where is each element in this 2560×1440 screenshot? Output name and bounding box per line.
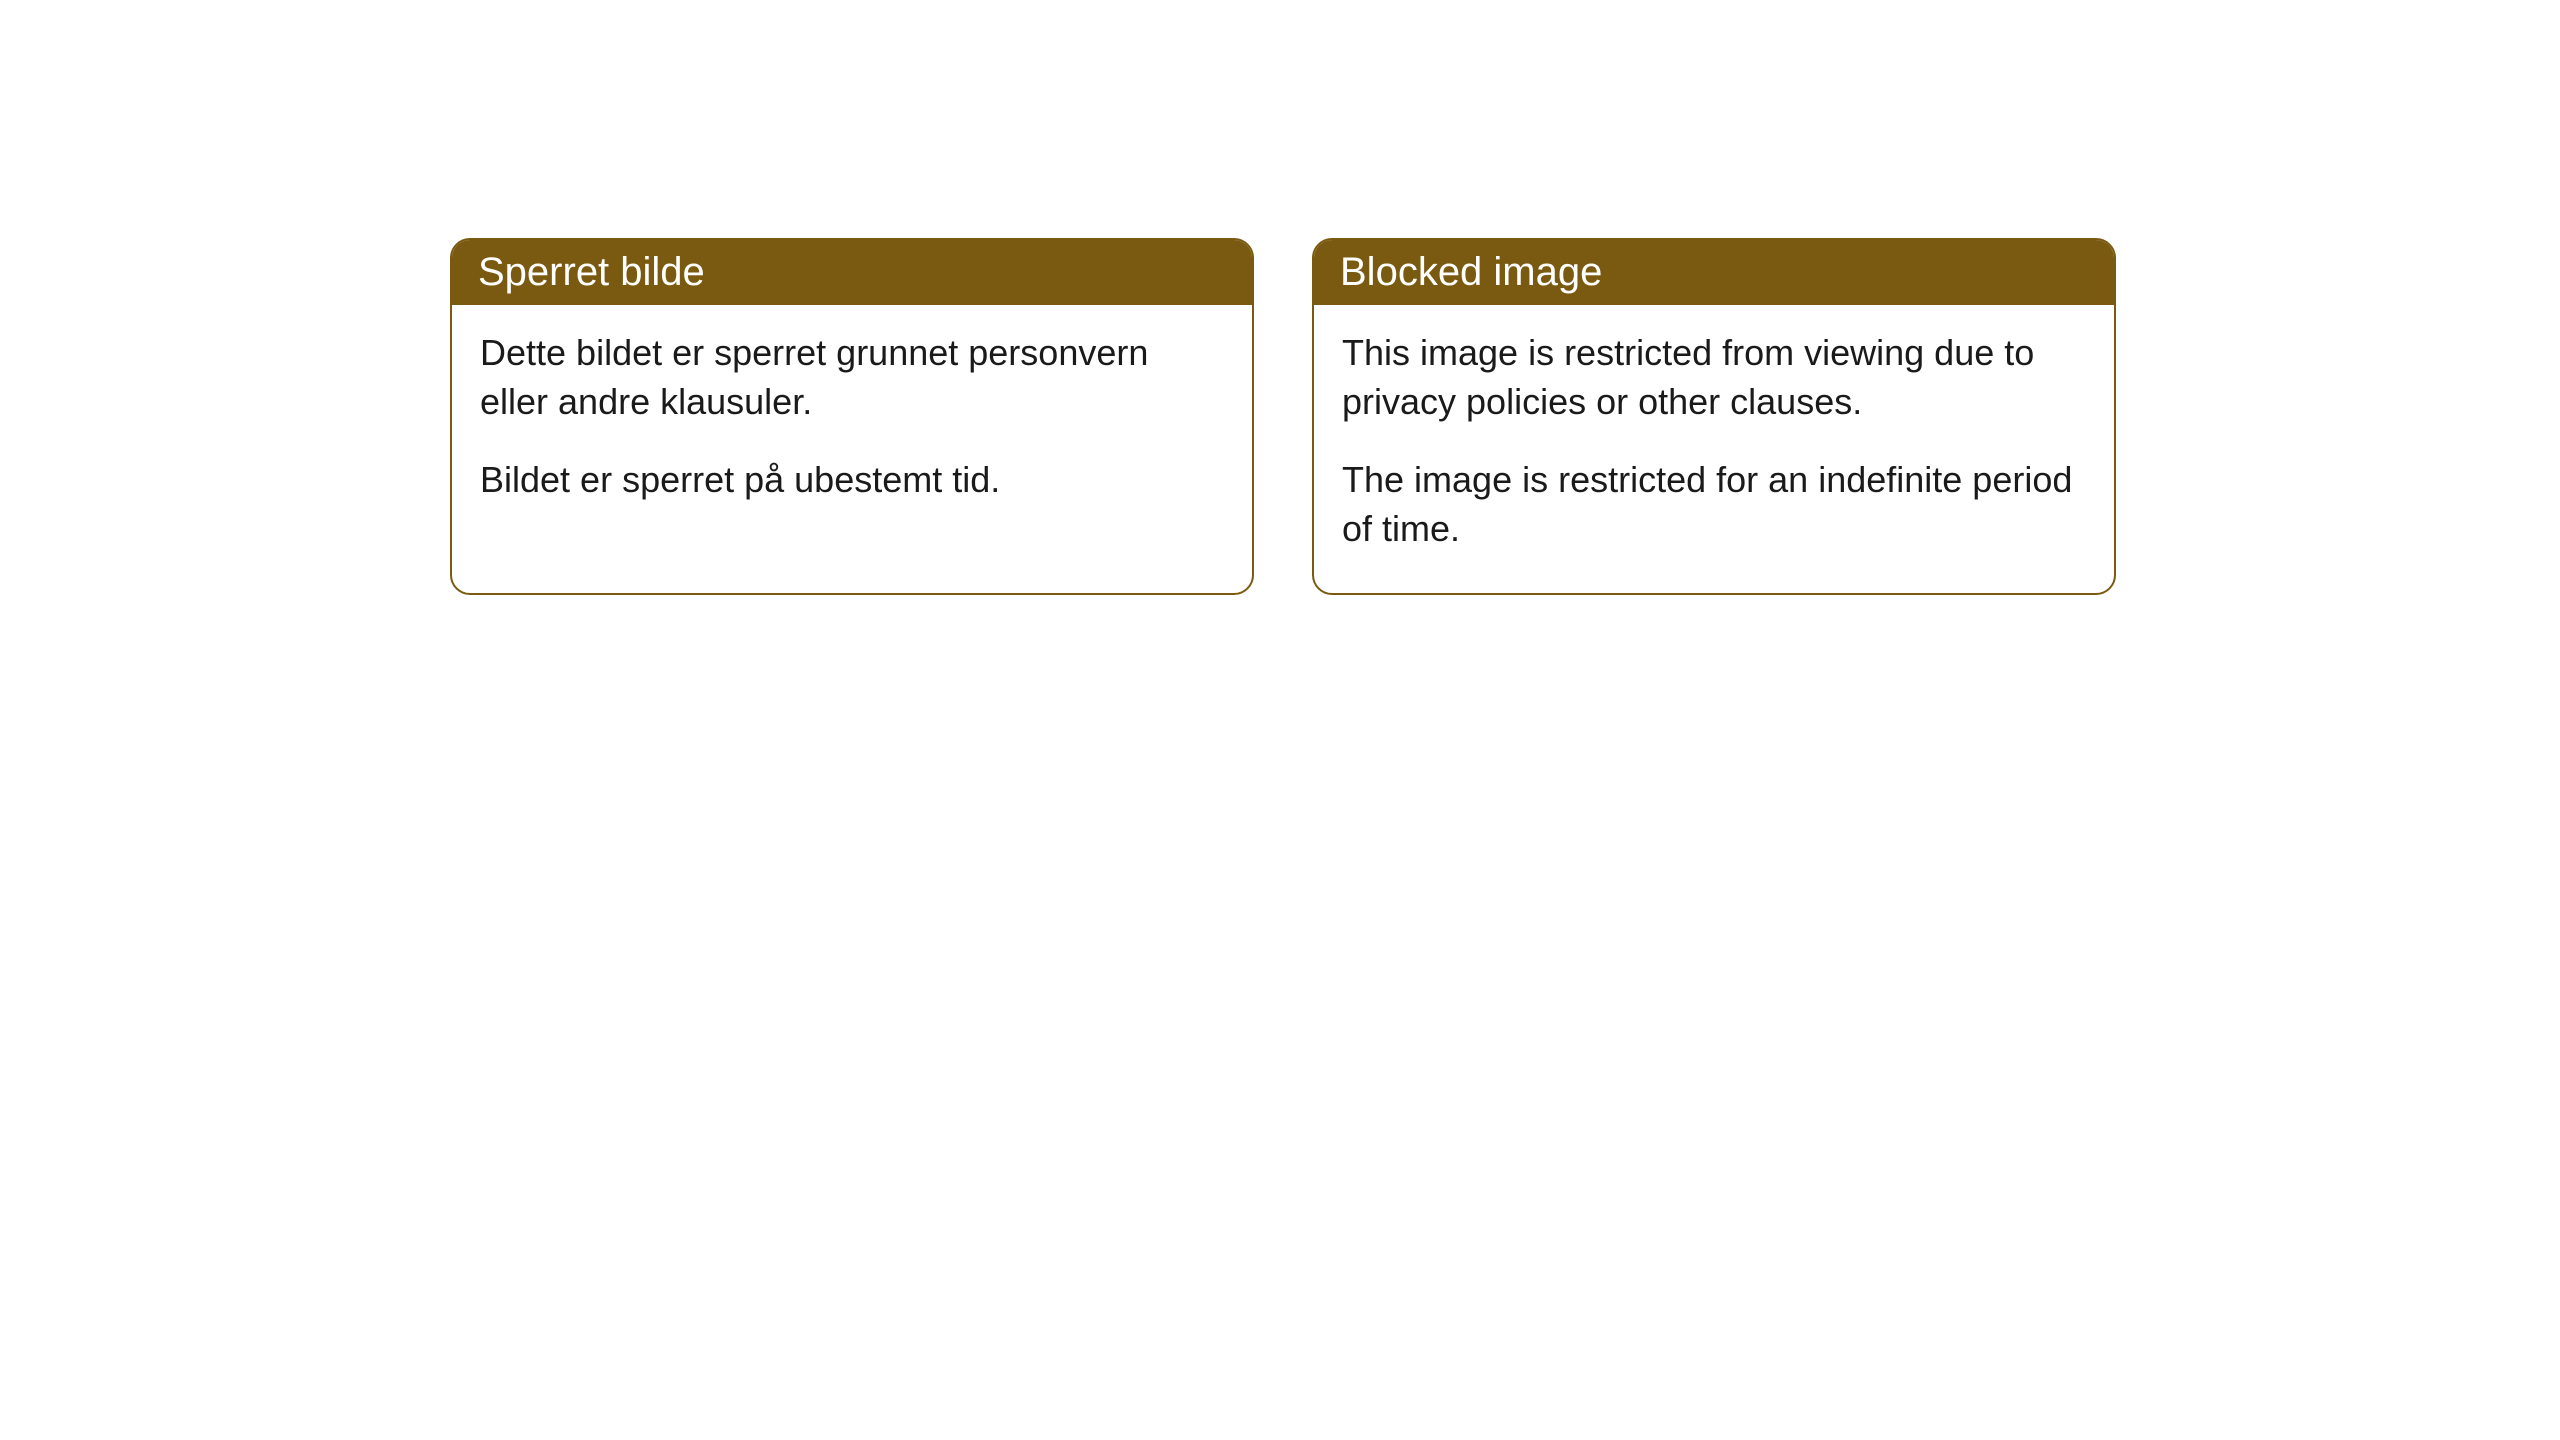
notice-text-1-en: This image is restricted from viewing du… [1342,329,2086,426]
notice-text-2-no: Bildet er sperret på ubestemt tid. [480,456,1224,505]
notice-text-2-en: The image is restricted for an indefinit… [1342,456,2086,553]
card-header-norwegian: Sperret bilde [452,240,1252,305]
notice-card-norwegian: Sperret bilde Dette bildet er sperret gr… [450,238,1254,595]
card-header-english: Blocked image [1314,240,2114,305]
card-body-norwegian: Dette bildet er sperret grunnet personve… [452,305,1252,545]
notice-card-english: Blocked image This image is restricted f… [1312,238,2116,595]
notice-text-1-no: Dette bildet er sperret grunnet personve… [480,329,1224,426]
card-body-english: This image is restricted from viewing du… [1314,305,2114,593]
notice-cards-container: Sperret bilde Dette bildet er sperret gr… [0,0,2560,595]
